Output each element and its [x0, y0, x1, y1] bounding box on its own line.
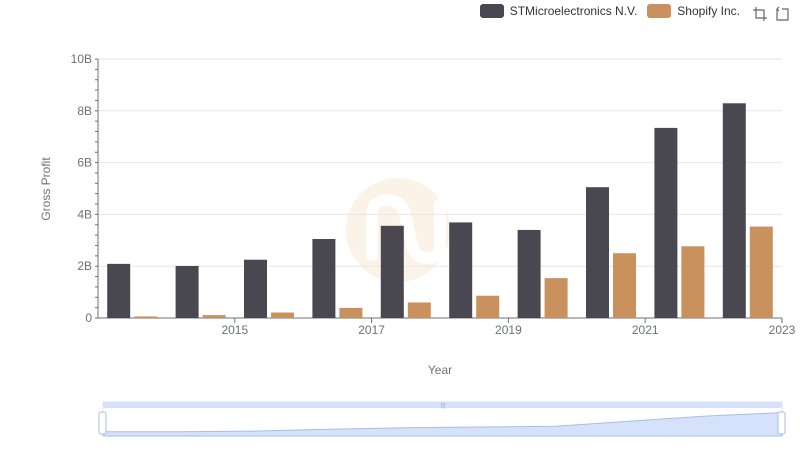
bar-stmicro-2017[interactable] [312, 239, 336, 318]
y-tick-label: 4B [77, 207, 92, 221]
bar-shopify-2023[interactable] [749, 226, 773, 318]
legend-swatch-stmicro [479, 4, 504, 18]
zoom-right-handle[interactable] [777, 411, 786, 435]
bar-stmicro-2016[interactable] [244, 259, 267, 318]
bar-stmicro-2023[interactable] [722, 103, 746, 318]
y-tick-label: 2B [77, 259, 92, 273]
y-axis-label: Gross Profit [39, 157, 53, 221]
zoom-icon[interactable] [752, 6, 768, 22]
legend-item-shopify[interactable]: Shopify Inc. [647, 4, 740, 18]
bar-stmicro-2020[interactable] [517, 229, 541, 318]
y-tick-label: 6B [77, 156, 92, 170]
y-tick-label: 8B [77, 104, 92, 118]
bar-shopify-2021[interactable] [613, 253, 636, 318]
bar-shopify-2019[interactable] [476, 295, 500, 318]
bar-shopify-2015[interactable] [202, 315, 226, 318]
zoom-handle-bar[interactable] [103, 402, 782, 408]
bar-shopify-2022[interactable] [681, 246, 705, 318]
x-tick-label: 2021 [632, 323, 659, 337]
toolbox [752, 6, 790, 22]
y-tick-label: 10B [71, 52, 92, 66]
zoom-grip-icon[interactable]: ||| [441, 403, 446, 409]
bar-stmicro-2022[interactable] [654, 127, 678, 318]
bar-shopify-2014[interactable] [134, 316, 158, 318]
bars [107, 103, 773, 318]
bar-stmicro-2021[interactable] [586, 187, 609, 318]
legend: STMicroelectronics N.V. Shopify Inc. [479, 4, 740, 18]
bar-stmicro-2015[interactable] [175, 265, 199, 318]
zoom-left-handle[interactable] [98, 411, 107, 435]
y-axis: 0 2B 4B 6B 8B 10B [71, 52, 99, 325]
y-tick-label: 0 [85, 311, 92, 325]
bar-shopify-2020[interactable] [544, 278, 568, 318]
legend-item-stmicro[interactable]: STMicroelectronics N.V. [479, 4, 638, 18]
bar-stmicro-2019[interactable] [449, 222, 473, 318]
bar-stmicro-2014[interactable] [107, 263, 131, 318]
x-tick-label: 2015 [221, 323, 248, 337]
bar-stmicro-2018[interactable] [380, 225, 404, 318]
x-tick-label: 2023 [769, 323, 796, 337]
x-axis: 2015 2017 2019 2021 2023 [98, 317, 796, 337]
legend-label-shopify: Shopify Inc. [677, 4, 740, 18]
bar-shopify-2016[interactable] [271, 312, 294, 318]
data-zoom-slider[interactable]: ||| [98, 401, 786, 437]
x-axis-label: Year [428, 363, 452, 377]
x-tick-label: 2017 [358, 323, 385, 337]
x-tick-label: 2019 [495, 323, 522, 337]
bar-shopify-2017[interactable] [339, 307, 363, 318]
bar-shopify-2018[interactable] [407, 302, 431, 318]
legend-label-stmicro: STMicroelectronics N.V. [509, 4, 638, 18]
restore-icon[interactable] [774, 6, 790, 22]
legend-swatch-shopify [647, 4, 672, 18]
